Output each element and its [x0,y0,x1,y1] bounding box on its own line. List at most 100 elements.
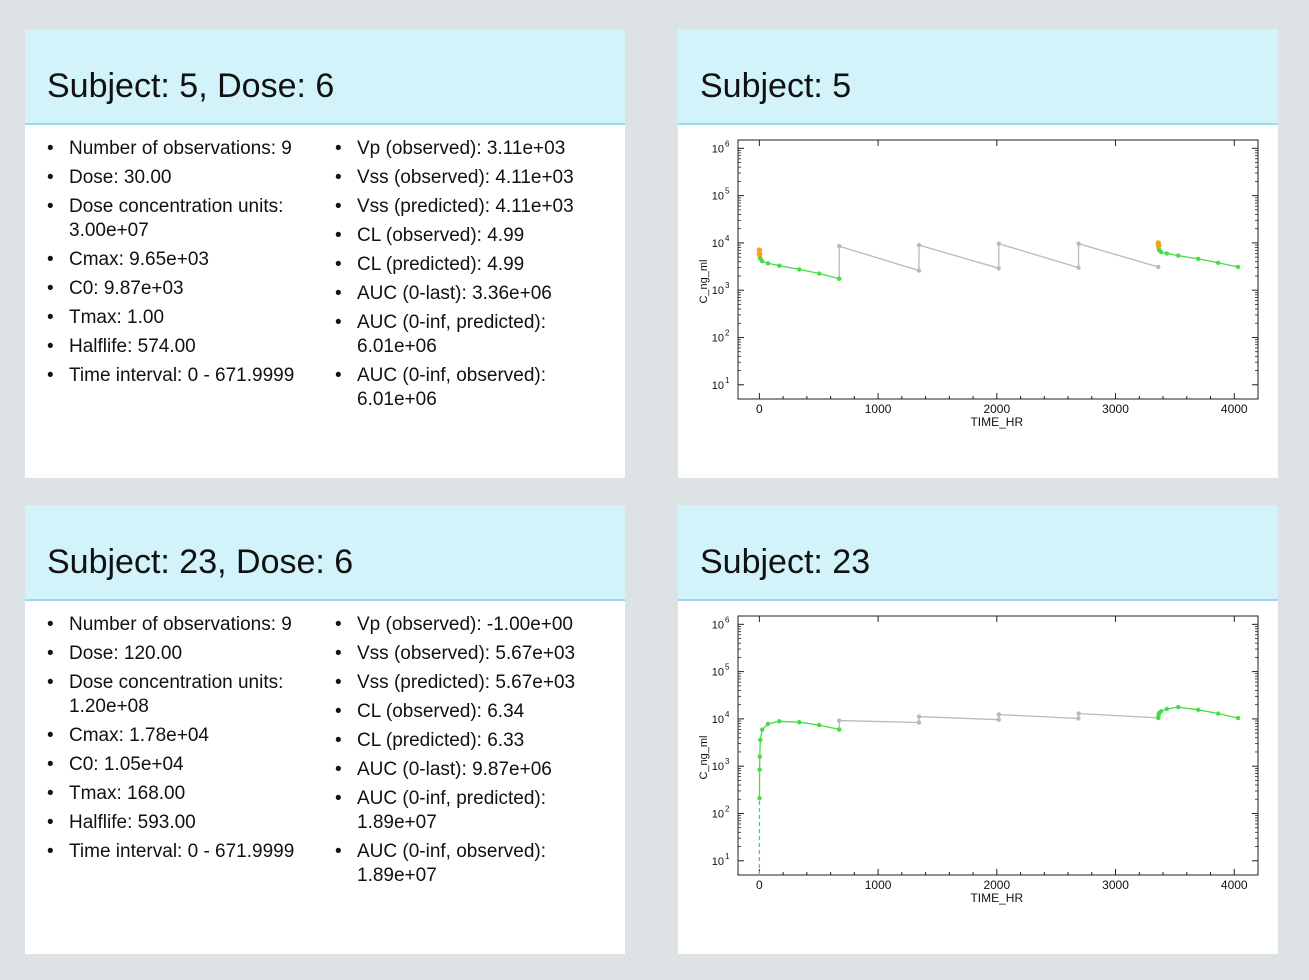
series-point [1235,715,1241,721]
stat-vss-predicted: Vss (predicted): 4.11e+03 [335,195,574,219]
stat-auc-inf-predicted: AUC (0-inf, predicted): 6.01e+06 [335,311,574,359]
stat-text: Cmax: 1.78e+04 [69,725,209,746]
stat-text: C0: 9.87e+03 [69,278,184,299]
stat-text: Time interval: 0 - 671.9999 [69,841,295,862]
y-axis-label: C_ng_ml [698,735,710,779]
y-axis-label: C_ng_ml [698,259,710,303]
stat-value: 1.89e+07 [357,865,437,886]
series-point [996,712,1002,717]
stat-text: Vss (observed): 5.67e+03 [357,643,576,664]
stat-value: 6.01e+06 [357,389,437,410]
stat-c0: C0: 9.87e+03 [47,277,294,301]
x-tick-label: 3000 [1102,402,1129,416]
y-tick-exponent: 2 [725,804,730,813]
stat-text: Time interval: 0 - 671.9999 [69,365,295,386]
chart-panel-subject-5: Subject: 5 0 1000 2000 3000 4000 10 1 10 2 10 3 10 4… [678,29,1278,478]
stat-halflife: Halflife: 593.00 [47,811,294,835]
stat-text: AUC (0-inf, observed): [357,365,547,386]
series-point [1235,264,1241,270]
x-tick-label: 0 [756,878,763,892]
series-point [760,259,765,264]
stat-observations: Number of observations: 9 [47,137,294,161]
stat-tmax: Tmax: 1.00 [47,306,294,330]
stat-observations: Number of observations: 9 [47,613,294,637]
y-tick-exponent: 4 [725,710,730,719]
series-point [1215,711,1221,716]
stat-vp-observed: Vp (observed): 3.11e+03 [335,137,574,161]
x-tick-label: 1000 [865,402,892,416]
stat-text: Vss (observed): 4.11e+03 [357,167,574,188]
stat-cl-predicted: CL (predicted): 4.99 [335,253,574,277]
y-tick-label: 10 [712,714,724,726]
y-tick-label: 10 [712,619,724,631]
series-point [777,719,782,724]
panel-title: Subject: 23 [700,543,871,581]
series-point [837,718,842,723]
stat-value: 1.89e+07 [357,812,437,833]
series-point [996,717,1001,722]
y-tick-label: 10 [712,380,724,392]
series-point [1076,241,1081,246]
y-tick-label: 10 [712,808,724,820]
series-point [1195,256,1201,262]
y-tick-exponent: 3 [725,757,730,766]
stat-value: 1.20e+08 [69,696,149,717]
series-point [916,268,922,273]
stat-text: Dose: 120.00 [69,643,183,664]
series-point [916,242,922,248]
y-tick-exponent: 2 [725,328,730,337]
stat-text: Number of observations: 9 [69,138,292,159]
series-point [797,267,802,272]
series-point [836,276,842,281]
y-tick-exponent: 5 [725,663,730,672]
stat-text: Number of observations: 9 [69,614,292,635]
stat-text: AUC (0-inf, predicted): [357,312,547,333]
y-tick-label: 10 [712,285,724,297]
y-tick-label: 10 [712,191,724,203]
series-point [1164,706,1170,712]
panel-header: Subject: 23 [678,505,1278,601]
series-point [1164,251,1170,256]
series-point [1076,265,1081,270]
series-point [1215,260,1221,265]
highlight-point [756,251,763,257]
stat-vss-observed: Vss (observed): 5.67e+03 [335,642,575,666]
series-point [757,754,763,759]
stat-dose-concentration: Dose concentration units: 3.00e+07 [47,195,294,243]
x-tick-label: 2000 [983,878,1010,892]
stat-text: AUC (0-last): 3.36e+06 [357,283,552,304]
y-tick-exponent: 3 [725,281,730,290]
x-axis-label: TIME_HR [970,415,1023,429]
stat-dose: Dose: 30.00 [47,166,294,190]
stat-dose-concentration: Dose concentration units: 1.20e+08 [47,671,294,719]
panel-header: Subject: 5, Dose: 6 [25,29,625,125]
y-tick-label: 10 [712,761,724,773]
y-tick-exponent: 5 [725,187,730,196]
stat-dose: Dose: 120.00 [47,642,294,666]
series-point [757,767,762,772]
stat-text: CL (observed): 6.34 [357,701,525,722]
stat-time-interval: Time interval: 0 - 671.9999 [47,364,294,388]
stat-text: Vp (observed): 3.11e+03 [357,138,566,159]
x-tick-label: 2000 [983,402,1010,416]
stats-panel-subject-23: Subject: 23, Dose: 6 Number of observati… [25,505,625,954]
y-tick-label: 10 [712,667,724,679]
series-point [758,737,763,743]
stat-auc-last: AUC (0-last): 9.87e+06 [335,758,575,782]
y-tick-label: 10 [712,238,724,250]
stat-cl-predicted: CL (predicted): 6.33 [335,729,575,753]
y-tick-exponent: 4 [725,234,730,243]
stats-left-column: Number of observations: 9 Dose: 30.00 Do… [47,137,294,393]
stat-value: 3.00e+07 [69,220,149,241]
plot-frame [737,615,1259,876]
stat-time-interval: Time interval: 0 - 671.9999 [47,840,294,864]
stat-text: Tmax: 168.00 [69,783,186,804]
x-tick-label: 0 [756,402,763,416]
stat-text: Vp (observed): -1.00e+00 [357,614,573,635]
series-point [817,271,822,276]
series-point [1176,704,1181,710]
series-point [996,241,1002,246]
y-tick-exponent: 6 [725,615,730,624]
series-point [1158,249,1164,255]
